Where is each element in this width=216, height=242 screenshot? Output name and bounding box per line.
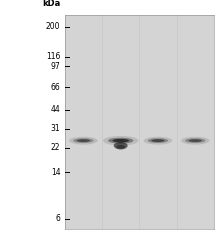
Text: 200: 200 (46, 22, 60, 31)
Ellipse shape (148, 138, 168, 143)
Ellipse shape (151, 139, 165, 142)
Ellipse shape (108, 138, 133, 144)
Text: 97: 97 (51, 62, 60, 71)
Ellipse shape (181, 137, 210, 145)
Text: 116: 116 (46, 52, 60, 61)
Ellipse shape (144, 137, 172, 145)
Text: 44: 44 (51, 105, 60, 114)
Ellipse shape (116, 145, 125, 149)
Ellipse shape (69, 137, 98, 145)
Text: 14: 14 (51, 168, 60, 177)
Text: 66: 66 (51, 83, 60, 92)
Ellipse shape (73, 138, 94, 143)
Ellipse shape (113, 139, 129, 142)
Text: kDa: kDa (42, 0, 60, 8)
Text: 31: 31 (51, 124, 60, 133)
Text: 22: 22 (51, 143, 60, 152)
Text: 6: 6 (56, 214, 60, 223)
Ellipse shape (185, 138, 205, 143)
Ellipse shape (114, 142, 128, 150)
Ellipse shape (77, 139, 90, 142)
Ellipse shape (103, 136, 138, 146)
Ellipse shape (189, 139, 202, 142)
